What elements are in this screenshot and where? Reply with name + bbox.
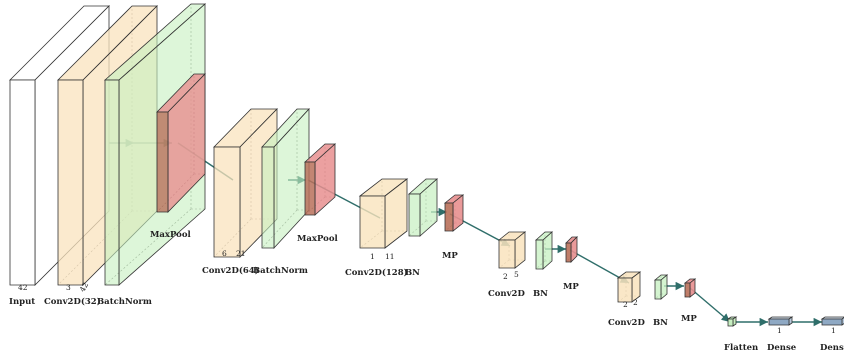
- layer-boxes: [9, 3, 844, 327]
- box-bn3: [407, 178, 439, 237]
- label-bn3: BN: [405, 268, 420, 278]
- label-conv3: Conv2D(128): [345, 267, 408, 278]
- box-dense1: [767, 316, 794, 326]
- box-pool2: [303, 143, 337, 216]
- box-bn5: [653, 274, 669, 300]
- box-bn4: [534, 231, 554, 270]
- dim-conv3-b: 11: [385, 252, 395, 261]
- label-conv4: Conv2D: [488, 289, 525, 299]
- box-flatten: [726, 316, 738, 327]
- dimension-labels: 42 3 42 6 21 1 11 2 5 2 2 1 1: [18, 249, 836, 335]
- dim-conv1-b: 42: [78, 281, 91, 294]
- dim-conv2-a: 6: [222, 249, 227, 258]
- label-conv2: Conv2D(64): [202, 265, 259, 276]
- box-pool3: [443, 194, 465, 232]
- box-pool5: [683, 278, 697, 298]
- dim-conv4-b: 5: [514, 270, 519, 279]
- box-pool4: [565, 236, 578, 263]
- box-bn2: [261, 107, 310, 250]
- label-input: Input: [9, 297, 35, 307]
- dim-conv3-a: 1: [370, 252, 375, 261]
- box-conv3: [358, 178, 409, 249]
- dim-conv1-a: 3: [66, 283, 71, 292]
- dim-dense1: 1: [777, 326, 782, 335]
- label-bn4: BN: [533, 289, 548, 299]
- layer-labels: Input Conv2D(32) BatchNorm MaxPool Conv2…: [9, 230, 844, 353]
- dim-conv5-b: 2: [633, 298, 638, 307]
- label-pool4: MP: [563, 282, 579, 292]
- label-bn2: BatchNorm: [253, 266, 308, 276]
- label-pool3: MP: [442, 251, 458, 261]
- arrow-pool5-to-flatten: [689, 287, 731, 323]
- box-pool1: [156, 73, 206, 213]
- dim-dense2: 1: [831, 326, 836, 335]
- label-flatten: Flatten: [724, 343, 758, 353]
- label-conv1: Conv2D(32): [44, 296, 101, 307]
- label-pool5: MP: [681, 314, 697, 324]
- dim-conv5-a: 2: [623, 300, 628, 309]
- label-conv5: Conv2D: [608, 318, 645, 328]
- label-pool1: MaxPool: [150, 230, 191, 240]
- box-conv5: [616, 271, 642, 303]
- label-pool2: MaxPool: [297, 234, 338, 244]
- label-dense2: Dense: [820, 343, 844, 353]
- dim-input: 42: [18, 283, 28, 292]
- label-bn5: BN: [653, 318, 668, 328]
- label-dense1: Dense: [767, 343, 797, 353]
- dim-conv2-b: 21: [236, 249, 246, 258]
- box-dense2: [820, 316, 844, 326]
- label-bn1: BatchNorm: [97, 297, 152, 307]
- box-conv4: [497, 231, 527, 269]
- dim-conv4-a: 2: [503, 272, 508, 281]
